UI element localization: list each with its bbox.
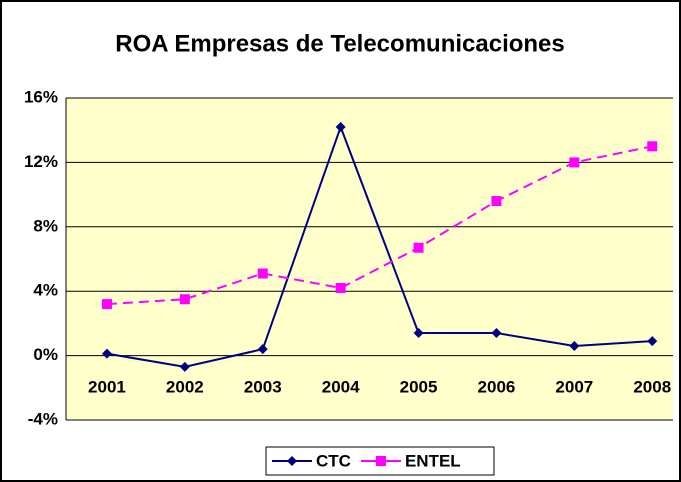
y-tick-label: 4%: [33, 281, 58, 300]
point: [101, 299, 112, 310]
point: [569, 340, 580, 351]
y-tick-label: 12%: [24, 152, 58, 171]
legend-label: CTC: [316, 451, 351, 470]
point: [179, 361, 190, 372]
point: [257, 268, 268, 279]
point: [647, 336, 658, 347]
x-tick-label: 2006: [478, 377, 516, 396]
x-tick-label: 2003: [244, 377, 282, 396]
point: [179, 294, 190, 305]
legend-marker: [287, 456, 297, 466]
y-tick-label: 0%: [33, 345, 58, 364]
x-tick-label: 2008: [633, 377, 671, 396]
point: [647, 141, 658, 152]
point: [257, 344, 268, 355]
point: [491, 196, 502, 207]
x-tick-label: 2002: [166, 377, 204, 396]
x-tick-label: 2007: [555, 377, 593, 396]
point: [335, 282, 346, 293]
point: [375, 456, 386, 466]
point: [287, 456, 297, 466]
y-tick-label: 8%: [33, 216, 58, 235]
legend-marker: [375, 456, 386, 466]
point: [101, 348, 112, 359]
y-tick-label: -4%: [28, 409, 58, 428]
y-tick-label: 16%: [24, 87, 58, 106]
x-tick-label: 2005: [400, 377, 438, 396]
point: [569, 157, 580, 168]
point: [413, 328, 424, 339]
point: [335, 121, 346, 132]
series-line: [106, 124, 653, 368]
point: [413, 242, 424, 253]
x-tick-label: 2004: [322, 377, 360, 396]
plot-area: [66, 98, 673, 420]
point: [491, 328, 502, 339]
chart-title: ROA Empresas de Telecomunicaciones: [115, 30, 565, 57]
x-tick-label: 2001: [88, 377, 126, 396]
legend-label: ENTEL: [405, 451, 461, 470]
